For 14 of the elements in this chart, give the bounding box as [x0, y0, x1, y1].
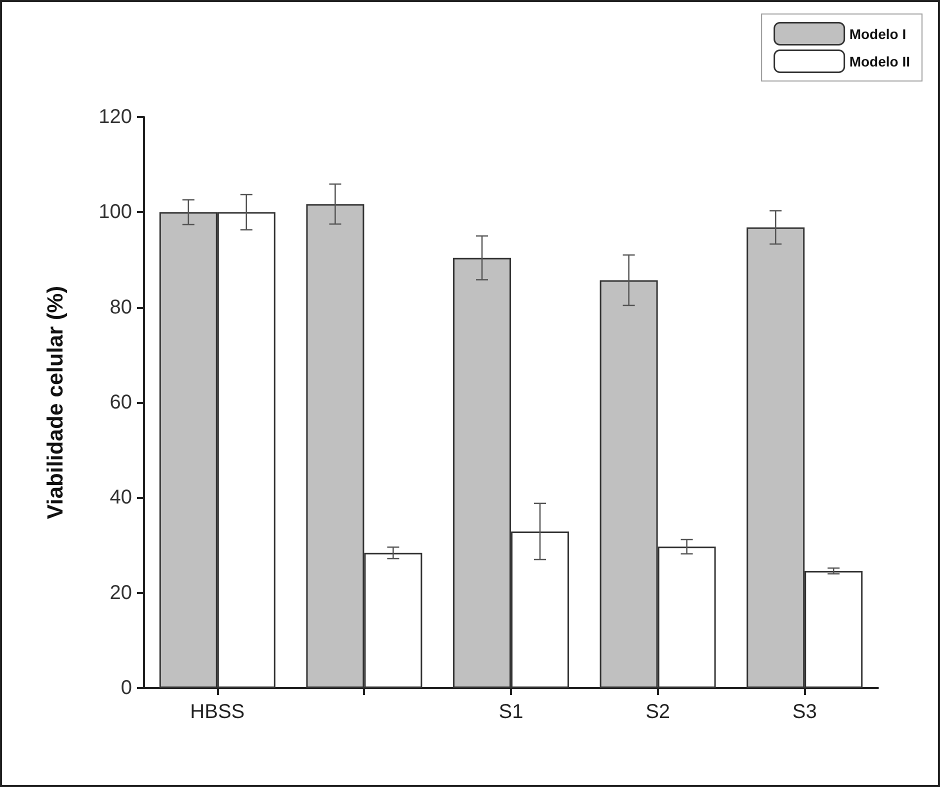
legend-label: Modelo I [849, 26, 906, 42]
y-tick-label: 100 [98, 201, 132, 224]
y-tick-label: 80 [110, 296, 132, 318]
x-tick-label: HBSS [190, 701, 245, 723]
y-tick-label: 120 [98, 106, 132, 128]
x-tick-label: S1 [498, 701, 524, 723]
x-tick-label: S3 [792, 701, 817, 723]
y-tick-label: 60 [110, 392, 132, 414]
y-tick-label: 20 [110, 582, 132, 604]
y-tick-label: 0 [120, 677, 132, 699]
legend-label: Modelo II [849, 53, 910, 70]
y-axis-title: Viabilidade celular (%) [42, 286, 68, 520]
y-tick-label: 40 [110, 486, 132, 509]
x-tick-label: S2 [646, 701, 670, 723]
